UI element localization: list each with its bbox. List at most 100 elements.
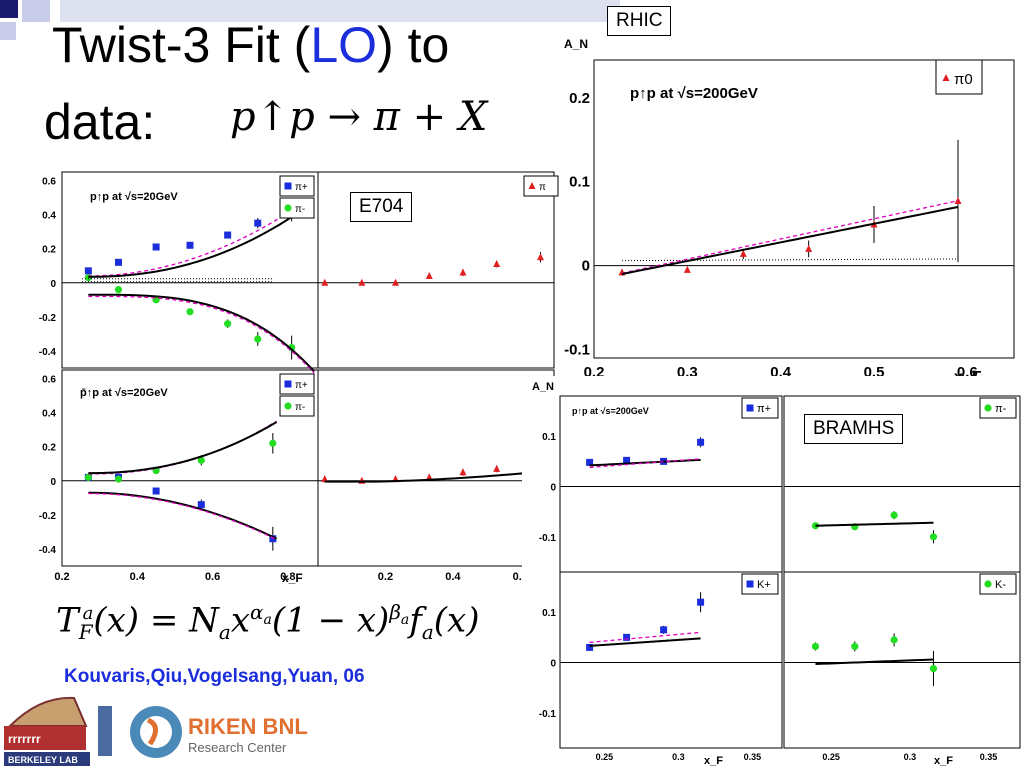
data-point [254, 335, 262, 343]
data-point [586, 643, 594, 651]
tick-label: 0 [50, 279, 56, 290]
data-point [197, 501, 205, 509]
data-point [224, 320, 232, 328]
theory-curve-dashed [589, 458, 701, 469]
data-point [114, 258, 122, 266]
legend-marker [284, 204, 292, 212]
data-point [392, 278, 400, 286]
tick-label: 0.2 [42, 443, 56, 454]
data-point [186, 308, 194, 316]
authors-citation: Kouvaris,Qiu,Vogelsang,Yuan, 06 [64, 666, 365, 687]
tick-label: 0.1 [542, 608, 556, 619]
data-point [660, 626, 668, 634]
data-point [851, 642, 859, 651]
svg-text:rrrrrrr: rrrrrrr [8, 732, 41, 746]
tick-label: 0.25 [822, 752, 840, 762]
data-point [739, 249, 747, 257]
legend-marker [984, 404, 992, 412]
legend-label: π+ [757, 403, 771, 415]
slide-title: Twist-3 Fit (LO) to [52, 17, 450, 73]
brahms-tag: BRAMHS [804, 414, 904, 444]
legend-marker [746, 404, 754, 412]
brahms-chart: π+ 0.1 0 -0.1 π- K+ 0.1 0 -0.1 0.25 0.3 0.35 K- 0.25 0… [522, 376, 1024, 768]
data-point [84, 267, 92, 275]
data-point [224, 231, 232, 239]
data-point [114, 475, 123, 483]
legend-box [979, 397, 1017, 419]
baseline-dotted [621, 258, 959, 262]
legend-marker [942, 74, 950, 81]
data-point [425, 271, 433, 279]
tick-label: 0 [550, 483, 556, 494]
legend-box [935, 59, 983, 95]
theory-curve-dashed [621, 200, 959, 274]
riken-logo: RIKEN BNL Research Center [130, 706, 308, 758]
e704-xlabel: x_F [282, 571, 303, 585]
reaction-formula: p↑p → π + X [230, 94, 488, 140]
legend-label: π- [295, 402, 305, 413]
riken-subtitle: Research Center [188, 740, 287, 755]
tick-label: 0.1 [569, 174, 590, 191]
tick-label: 0.6 [205, 571, 220, 583]
data-point [890, 511, 898, 519]
berkeley-lab-text: BERKELEY LAB [8, 755, 78, 765]
tick-label: 0.4 [42, 211, 56, 222]
e704-tag: E704 [350, 192, 413, 222]
theory-curve [324, 469, 555, 483]
data-point [84, 473, 92, 481]
data-point [537, 253, 545, 261]
data-point [586, 458, 594, 466]
legend-box [279, 197, 315, 219]
tick-label: 0.25 [596, 752, 614, 762]
tick-label: -0.1 [539, 533, 557, 544]
legend-box [523, 175, 559, 197]
tick-label: 0.3 [904, 752, 917, 762]
data-point [114, 286, 123, 294]
data-point [697, 598, 705, 606]
twist3-formula: TFa(x) = Naxαa(1 − x)βafa(x) [56, 600, 480, 645]
data-point [152, 487, 160, 495]
data-point [186, 241, 194, 249]
data-point [425, 473, 433, 481]
rhic-tag: RHIC [607, 6, 672, 36]
theory-curve [621, 205, 959, 276]
theory-curve-dashed [88, 205, 300, 277]
deco-square-dark [0, 0, 18, 18]
legend-box [979, 573, 1017, 595]
brahms-xlabel-right: x_F [934, 755, 953, 767]
tick-label: 0.2 [42, 245, 56, 256]
tick-label: 0.2 [378, 571, 393, 583]
data-point [929, 664, 938, 673]
tick-label: 0 [550, 659, 556, 670]
legend-label: π+ [295, 182, 308, 193]
data-point [811, 642, 820, 651]
deco-band [60, 0, 620, 22]
tick-label: 0.2 [54, 571, 69, 583]
rhic-annotation: p↑p at √s=200GeV [630, 85, 758, 102]
tick-label: 0.8 [280, 571, 295, 583]
data-point [623, 456, 631, 464]
legend-label: π- [295, 204, 305, 215]
legend-marker [528, 182, 536, 189]
e704-chart: 0.6 0.4 0.2 0 -0.2 -0.4 π+ π-π 0.6 0.4 0.2 0 -0.2 -0.… [39, 171, 559, 585]
data-point [269, 439, 277, 447]
brahms-ylabel: A_N [532, 381, 554, 393]
data-point [358, 278, 366, 286]
theory-curve [88, 491, 278, 540]
theory-curve-dashed [589, 631, 701, 644]
theory-curve [88, 293, 315, 373]
data-point [459, 468, 467, 476]
legend-label: π [539, 182, 546, 193]
tick-label: 0.6 [42, 375, 56, 386]
tick-label: 0.1 [542, 432, 556, 443]
e704-annotation-top: p↑p at √s=20GeV [90, 191, 178, 203]
brahms-xlabel-left: x_F [704, 755, 723, 767]
data-point [254, 219, 262, 227]
data-point [811, 522, 820, 530]
legend-label: π0 [954, 71, 973, 88]
tick-label: 0.4 [42, 409, 56, 420]
tick-label: 0.35 [980, 752, 998, 762]
tick-label: 0.3 [672, 752, 685, 762]
rhic-ylabel: A_N [564, 37, 588, 51]
theory-curve [589, 637, 701, 647]
